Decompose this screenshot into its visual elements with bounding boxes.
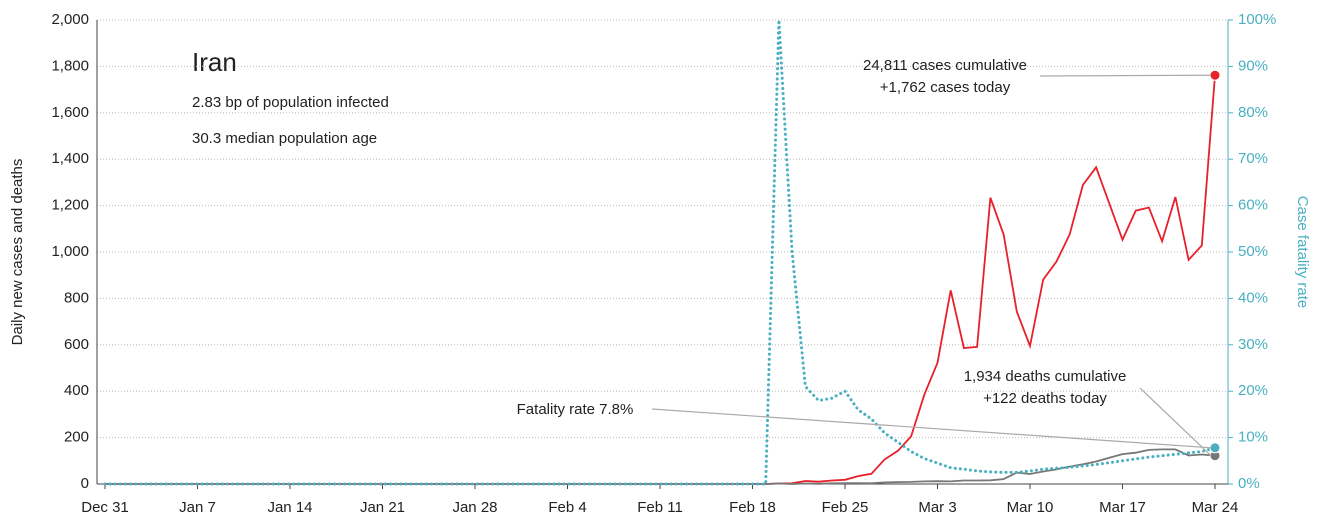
series-line — [105, 448, 1216, 485]
y-tick-label: 0 — [81, 475, 89, 492]
x-tick-label: Feb 25 — [822, 499, 869, 516]
subtitle: 2.83 bp of population infected — [192, 94, 389, 111]
y2-tick-label: 20% — [1238, 382, 1268, 399]
x-tick-label: Mar 10 — [1007, 499, 1054, 516]
x-tick-label: Jan 14 — [267, 499, 312, 516]
y2-tick-label: 100% — [1238, 11, 1276, 28]
x-tick-label: Jan 7 — [179, 499, 216, 516]
x-tick-label: Mar 3 — [918, 499, 956, 516]
x-tick-label: Mar 24 — [1192, 499, 1239, 516]
y2-axis-label: Case fatality rate — [1294, 196, 1311, 309]
y2-tick-label: 70% — [1238, 150, 1268, 167]
y-tick-label: 1,400 — [51, 150, 89, 167]
y-tick-label: 200 — [64, 429, 89, 446]
leader-line — [1139, 387, 1212, 457]
y2-tick-label: 40% — [1238, 289, 1268, 306]
y2-tick-label: 10% — [1238, 429, 1268, 446]
annotation: Fatality rate 7.8% — [517, 401, 634, 418]
chart-title: Iran — [192, 47, 237, 77]
x-tick-label: Mar 17 — [1099, 499, 1146, 516]
x-tick-label: Feb 18 — [729, 499, 776, 516]
y-axis-label: Daily new cases and deaths — [9, 159, 26, 346]
y2-tick-label: 50% — [1238, 243, 1268, 260]
y2-tick-label: 0% — [1238, 475, 1260, 492]
x-tick-label: Jan 21 — [360, 499, 405, 516]
y-tick-label: 2,000 — [51, 11, 89, 28]
y2-tick-label: 80% — [1238, 104, 1268, 121]
y-tick-label: 1,800 — [51, 57, 89, 74]
end-dot — [1209, 69, 1221, 81]
annotation: +1,762 cases today — [880, 79, 1011, 96]
y-tick-label: 1,200 — [51, 197, 89, 214]
y-tick-label: 400 — [64, 382, 89, 399]
x-tick-label: Feb 4 — [548, 499, 586, 516]
annotation: +122 deaths today — [983, 390, 1107, 407]
x-tick-label: Jan 28 — [452, 499, 497, 516]
annotation: 24,811 cases cumulative — [863, 57, 1027, 74]
y2-tick-label: 60% — [1238, 197, 1268, 214]
y-tick-label: 600 — [64, 336, 89, 353]
leader-line — [1039, 74, 1212, 77]
y2-tick-label: 30% — [1238, 336, 1268, 353]
leader-line — [651, 408, 1212, 449]
y-tick-label: 800 — [64, 289, 89, 306]
y-tick-label: 1,600 — [51, 104, 89, 121]
annotation: 1,934 deaths cumulative — [964, 368, 1127, 385]
subtitle: 30.3 median population age — [192, 130, 377, 147]
y-tick-label: 1,000 — [51, 243, 89, 260]
y2-tick-label: 90% — [1238, 57, 1268, 74]
end-dot — [1209, 442, 1221, 454]
x-tick-label: Dec 31 — [81, 499, 129, 516]
series-line — [103, 19, 1217, 486]
x-tick-label: Feb 11 — [637, 499, 683, 516]
